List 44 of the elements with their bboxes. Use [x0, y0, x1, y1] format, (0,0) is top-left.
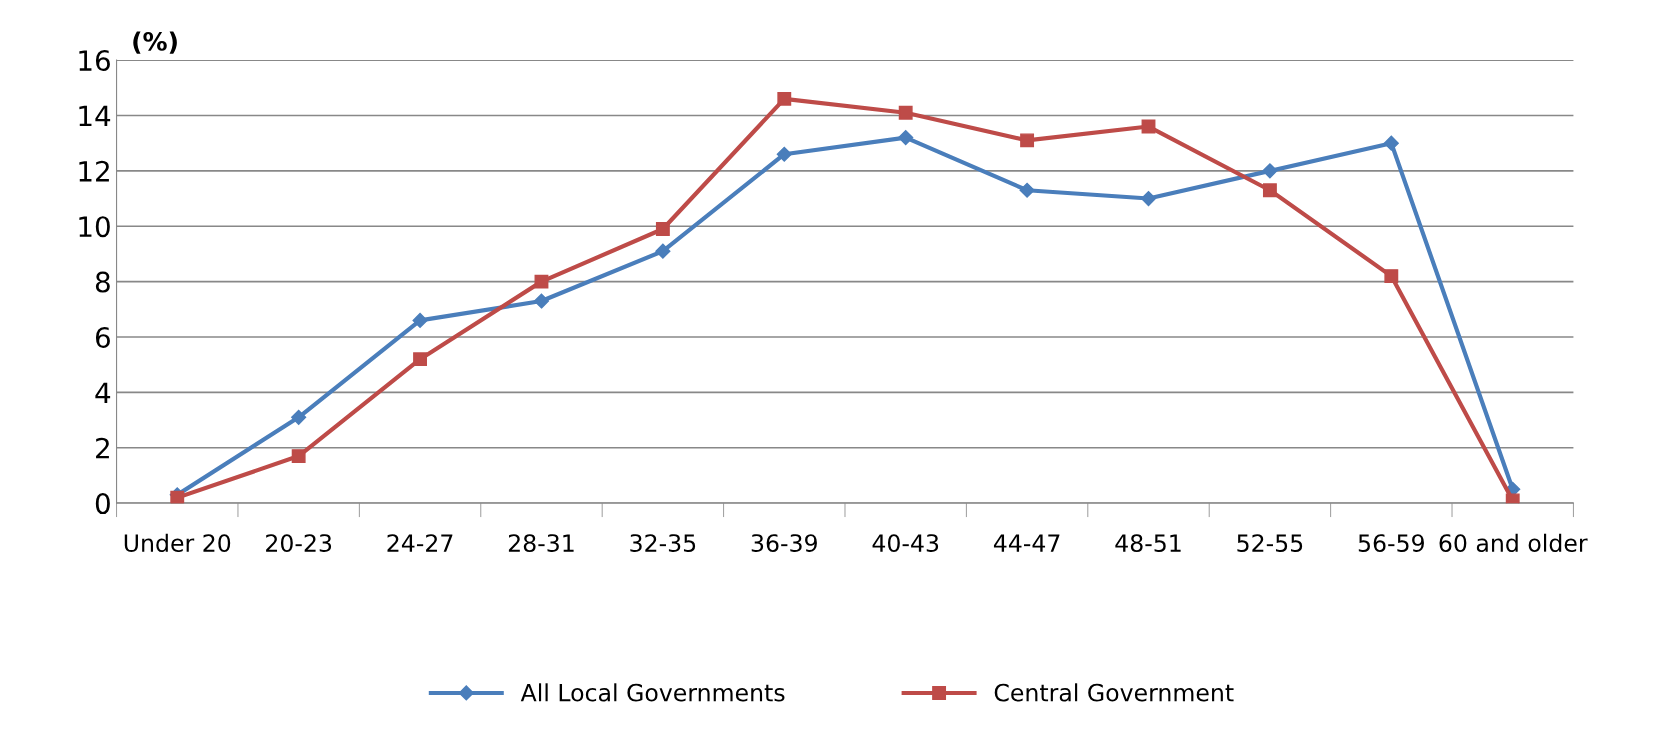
y-tick-label: 4	[95, 382, 111, 403]
y-tick-label: 0	[95, 493, 110, 515]
y-tick-label: 10	[79, 216, 110, 238]
y-tick-label: 14	[79, 105, 111, 127]
x-tick-label: Under 20	[124, 533, 231, 552]
point	[898, 130, 914, 146]
x-tick-label: 20-23	[266, 534, 332, 552]
x-tick-label: 36-39	[751, 534, 817, 552]
point	[533, 293, 550, 309]
y-axis-title: (%)	[133, 31, 177, 54]
point	[534, 274, 549, 289]
x-tick-label: 40-43	[872, 534, 939, 552]
point	[1262, 183, 1277, 198]
x-tick-label: 44-47	[993, 534, 1060, 552]
point	[291, 409, 307, 425]
point	[1262, 163, 1278, 179]
point	[655, 222, 670, 236]
point	[291, 449, 306, 464]
y-tick-label: 8	[95, 271, 110, 293]
x-tick-label: 32-35	[630, 534, 696, 552]
legend-label: Central Government	[994, 683, 1234, 702]
x-tick-label: 52-55	[1237, 534, 1303, 552]
x-tick-label: 48-51	[1115, 534, 1181, 552]
y-tick-label: 2	[96, 437, 109, 459]
point	[1383, 135, 1399, 151]
point	[898, 105, 913, 120]
x-tick-label: 60 and older	[1439, 533, 1588, 552]
point	[776, 146, 792, 162]
y-tick-label: 6	[95, 326, 110, 348]
point	[413, 352, 428, 367]
point	[1505, 493, 1520, 504]
point	[1020, 133, 1035, 148]
x-tick-label: 56-59	[1358, 534, 1424, 552]
y-tick-label: 16	[79, 50, 110, 72]
point	[1019, 182, 1035, 198]
y-tick-label: 12	[79, 160, 109, 182]
legend-label: All Local Governments	[520, 683, 785, 702]
point	[655, 243, 671, 259]
point	[777, 91, 792, 106]
point	[412, 312, 428, 328]
x-tick-label: 24-27	[387, 534, 453, 552]
point	[1140, 190, 1157, 207]
x-tick-label: 28-31	[508, 534, 574, 552]
point	[1384, 269, 1399, 284]
